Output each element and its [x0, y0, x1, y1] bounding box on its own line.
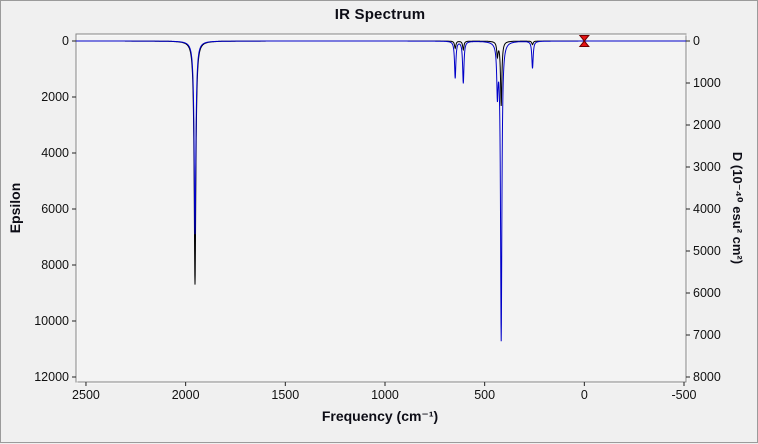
x-tick-label: 500 — [474, 388, 495, 402]
y-left-tick-label: 12000 — [34, 370, 69, 384]
y-left-tick-label: 6000 — [41, 202, 69, 216]
y-right-tick-label: 4000 — [693, 202, 721, 216]
x-axis-label: Frequency (cm⁻¹) — [321, 408, 439, 424]
y-right-tick-label: 7000 — [693, 328, 721, 342]
y-left-tick-label: 4000 — [41, 146, 69, 160]
x-tick-label: 2000 — [172, 388, 200, 402]
x-tick-label: 1000 — [371, 388, 399, 402]
y-right-tick-label: 8000 — [693, 370, 721, 384]
x-tick-label: 1500 — [271, 388, 299, 402]
x-tick-label: 0 — [581, 388, 588, 402]
chart-title: IR Spectrum — [334, 6, 426, 23]
x-tick-label: -500 — [671, 388, 696, 402]
y-left-tick-label: 2000 — [41, 90, 69, 104]
y-left-tick-label: 0 — [62, 34, 69, 48]
x-tick-label: 2500 — [72, 388, 100, 402]
y-left-tick-label: 10000 — [34, 314, 69, 328]
spectrum-marker[interactable] — [578, 35, 590, 47]
y-right-tick-label: 1000 — [693, 76, 721, 90]
y-left-tick-label: 8000 — [41, 258, 69, 272]
y-right-tick-label: 2000 — [693, 118, 721, 132]
y-right-tick-label: 6000 — [693, 286, 721, 300]
y-right-tick-label: 5000 — [693, 244, 721, 258]
plot-area — [75, 33, 687, 383]
y-right-tick-label: 3000 — [693, 160, 721, 174]
y-right-tick-label: 0 — [693, 34, 700, 48]
